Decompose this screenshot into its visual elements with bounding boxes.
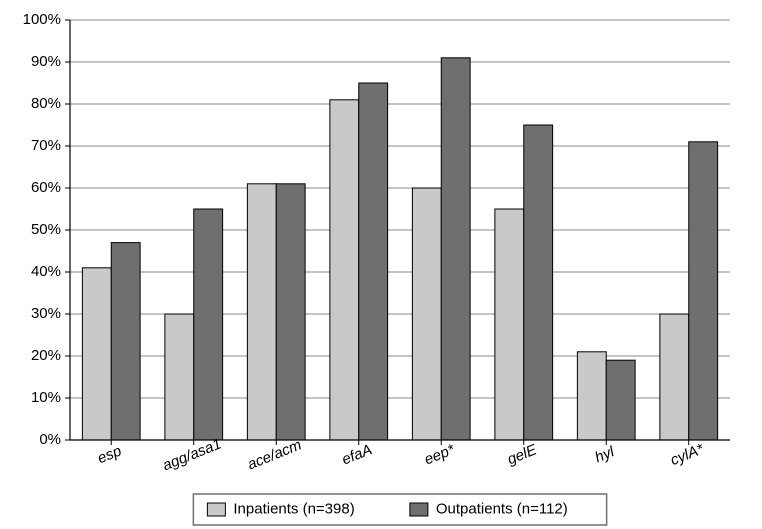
- bar-outpatients: [359, 83, 388, 440]
- y-tick-label: 70%: [31, 137, 61, 154]
- y-tick-label: 0%: [39, 431, 61, 448]
- bar-inpatients: [82, 268, 111, 440]
- bar-outpatients: [524, 125, 553, 440]
- y-tick-label: 40%: [31, 263, 61, 280]
- bar-inpatients: [330, 100, 359, 440]
- y-tick-label: 30%: [31, 305, 61, 322]
- y-tick-label: 80%: [31, 95, 61, 112]
- bar-inpatients: [247, 184, 276, 440]
- bar-inpatients: [412, 188, 441, 440]
- y-tick-label: 90%: [31, 53, 61, 70]
- bar-inpatients: [165, 314, 194, 440]
- legend-swatch: [410, 503, 428, 516]
- bar-outpatients: [441, 58, 470, 440]
- legend: Inpatients (n=398) Outpatients (n=112): [193, 494, 606, 525]
- y-tick-label: 20%: [31, 347, 61, 364]
- legend-label: Outpatients (n=112): [436, 500, 568, 517]
- bar-chart-figure: 0%10%20%30%40%50%60%70%80%90%100%espagg/…: [0, 0, 762, 529]
- legend-label: Inpatients (n=398): [233, 500, 354, 517]
- bar-inpatients: [495, 209, 524, 440]
- bar-outpatients: [276, 184, 305, 440]
- bar-outpatients: [606, 360, 635, 440]
- y-tick-label: 100%: [23, 11, 61, 28]
- bar-outpatients: [689, 142, 718, 440]
- y-tick-label: 50%: [31, 221, 61, 238]
- y-tick-label: 60%: [31, 179, 61, 196]
- bar-outpatients: [111, 243, 140, 440]
- bar-inpatients: [577, 352, 606, 440]
- legend-swatch: [207, 503, 225, 516]
- bar-outpatients: [194, 209, 223, 440]
- bar-inpatients: [660, 314, 689, 440]
- y-tick-label: 10%: [31, 389, 61, 406]
